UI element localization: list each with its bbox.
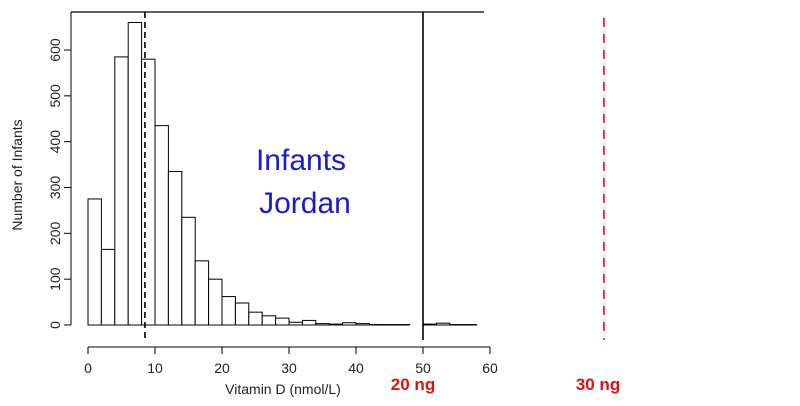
x-axis-label: Vitamin D (nmol/L) [225, 381, 341, 397]
x-tick-label: 40 [348, 360, 364, 376]
histogram-bar [261, 315, 277, 326]
histogram-bar [328, 323, 344, 326]
x-tick-label: 20 [214, 360, 230, 376]
histogram-bar [100, 248, 116, 326]
histogram-bar [342, 322, 357, 326]
y-axis-label: Number of Infants [9, 119, 25, 230]
histogram-bar [87, 198, 102, 326]
histogram-bar [194, 260, 210, 326]
y-tick-label: 400 [47, 130, 63, 154]
annotation-line-1: Infants [256, 144, 346, 177]
histogram-bar [248, 311, 263, 326]
y-tick-label: 0 [47, 321, 63, 329]
histogram-bar [167, 170, 183, 326]
reference-lines [144, 12, 605, 340]
y-tick-label: 300 [47, 176, 63, 200]
histogram-bar [208, 278, 223, 326]
x-tick-label: 60 [482, 360, 498, 376]
histogram-bar [127, 22, 143, 326]
histogram-bar [301, 319, 317, 326]
x-tick-label: 30 [281, 360, 297, 376]
histogram-bar [315, 323, 330, 326]
histogram-bar [221, 296, 236, 326]
x-tick-label: 50 [415, 360, 431, 376]
x-tick-label: 10 [147, 360, 163, 376]
histogram-bar [154, 125, 169, 326]
histogram-bar [288, 321, 303, 326]
annotation-line-2: Jordan [259, 187, 351, 220]
histogram-bar [435, 322, 451, 326]
ref-label-30ng: 30 ng [576, 375, 620, 394]
y-tick-label: 200 [47, 221, 63, 245]
histogram-bar [181, 216, 196, 326]
histogram-bar [114, 56, 129, 326]
histogram-bar [275, 317, 290, 326]
y-tick-label: 500 [47, 84, 63, 108]
histogram-bar [234, 302, 250, 326]
ref-label-20ng: 20 ng [391, 375, 435, 394]
y-tick-label: 100 [47, 267, 63, 291]
y-tick-label: 600 [47, 38, 63, 62]
x-tick-label: 0 [84, 360, 92, 376]
histogram-bar [141, 58, 156, 326]
histogram-bar [422, 323, 437, 326]
histogram-bar [355, 323, 370, 326]
